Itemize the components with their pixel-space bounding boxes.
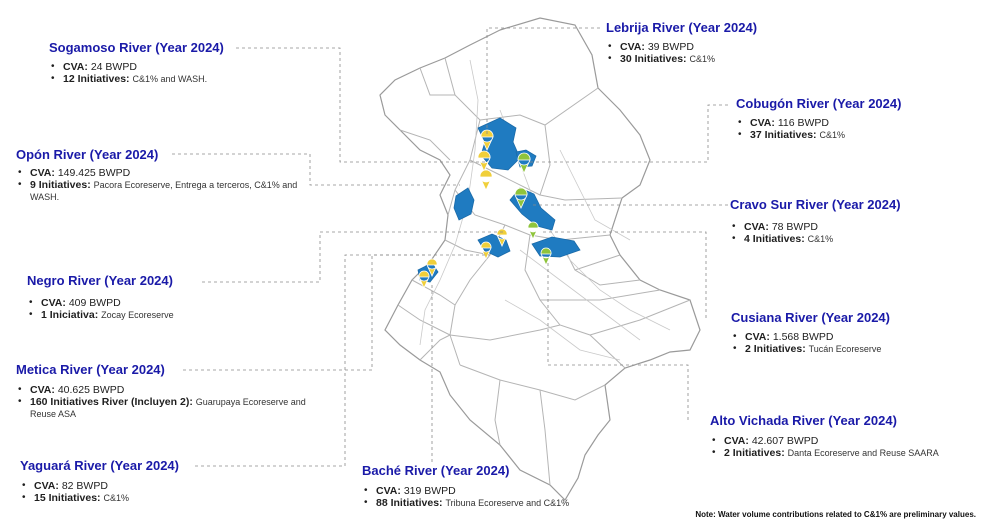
initiatives-item: 4 Initiatives: C&1%	[730, 233, 960, 245]
card-title: Cravo Sur River (Year 2024)	[730, 197, 901, 212]
department-borders	[397, 57, 691, 486]
yellow-pin-icon	[477, 150, 491, 172]
card-cusiana-river: Cusiana River (Year 2024) CVA: 1.568 BWP…	[731, 310, 961, 355]
card-lebrija-river: Lebrija River (Year 2024) CVA: 39 BWPD 3…	[606, 20, 846, 65]
yellow-pin-icon	[480, 241, 492, 260]
card-title: Cobugón River (Year 2024)	[736, 96, 902, 111]
card-title: Baché River (Year 2024)	[362, 463, 510, 478]
initiatives-item: 88 Initiatives: Tribuna Ecoreserve and C…	[362, 497, 662, 509]
leader-sogamoso	[236, 47, 485, 163]
leader-cusiana	[540, 231, 707, 318]
card-title: Lebrija River (Year 2024)	[606, 20, 758, 35]
green-pin-icon	[517, 152, 531, 174]
card-cravo-sur-river: Cravo Sur River (Year 2024) CVA: 78 BWPD…	[730, 197, 960, 245]
yellow-pin-icon	[426, 258, 438, 277]
cva-item: CVA: 40.625 BWPD	[16, 384, 306, 396]
cva-item: CVA: 149.425 BWPD	[16, 167, 316, 179]
leader-lebrija	[486, 27, 600, 135]
cva-item: CVA: 409 BWPD	[27, 297, 277, 309]
location-pins	[418, 129, 552, 289]
card-negro-river: Negro River (Year 2024) CVA: 409 BWPD 1 …	[27, 273, 277, 321]
initiatives-item: 37 Initiatives: C&1%	[736, 129, 956, 141]
leader-alto-vichada	[547, 260, 689, 420]
card-title: Metica River (Year 2024)	[16, 362, 165, 377]
green-pin-icon	[527, 221, 539, 240]
card-title: Cusiana River (Year 2024)	[731, 310, 890, 325]
yellow-pin-icon	[479, 169, 493, 191]
initiatives-item: 12 Initiatives: C&1% and WASH.	[49, 73, 289, 85]
card-title: Negro River (Year 2024)	[27, 273, 173, 288]
initiatives-item: 1 Iniciativa: Zocay Ecoreserve	[27, 309, 277, 321]
card-sogamoso-river: Sogamoso River (Year 2024) CVA: 24 BWPD …	[49, 40, 289, 85]
cva-item: CVA: 78 BWPD	[730, 221, 960, 233]
leader-cobugon	[530, 104, 728, 163]
card-yaguara-river: Yaguará River (Year 2024) CVA: 82 BWPD 1…	[20, 458, 250, 504]
cva-item: CVA: 82 BWPD	[20, 480, 250, 492]
initiatives-item: 2 Initiatives: Tucán Ecoreserve	[731, 343, 961, 355]
cva-item: CVA: 116 BWPD	[736, 117, 956, 129]
initiatives-item: 2 Initiatives: Danta Ecoreserve and Reus…	[710, 447, 980, 459]
yellow-pin-icon	[418, 270, 430, 289]
green-pin-icon	[514, 187, 528, 209]
initiatives-item: 15 Initiatives: C&1%	[20, 492, 250, 504]
card-cobugon-river: Cobugón River (Year 2024) CVA: 116 BWPD …	[736, 96, 956, 141]
leader-lines	[172, 27, 728, 467]
card-alto-vichada-river: Alto Vichada River (Year 2024) CVA: 42.6…	[710, 413, 980, 459]
cva-item: CVA: 42.607 BWPD	[710, 435, 980, 447]
initiatives-item: 160 Initiatives River (Incluyen 2): Guar…	[16, 396, 306, 420]
initiatives-item: 30 Initiatives: C&1%	[606, 53, 846, 65]
footnote: Note: Water volume contributions related…	[695, 510, 976, 519]
leader-metica	[183, 254, 490, 371]
card-opon-river: Opón River (Year 2024) CVA: 149.425 BWPD…	[16, 147, 316, 203]
basin-opon	[453, 187, 475, 221]
card-title: Opón River (Year 2024)	[16, 147, 159, 162]
cva-item: CVA: 319 BWPD	[362, 485, 662, 497]
card-title: Yaguará River (Year 2024)	[20, 458, 179, 473]
leader-opon	[172, 153, 460, 186]
yellow-pin-icon	[496, 228, 508, 247]
card-title: Alto Vichada River (Year 2024)	[710, 413, 897, 428]
cva-item: CVA: 1.568 BWPD	[731, 331, 961, 343]
cva-item: CVA: 24 BWPD	[49, 61, 289, 73]
card-metica-river: Metica River (Year 2024) CVA: 40.625 BWP…	[16, 362, 306, 420]
leader-yaguara	[195, 254, 425, 467]
leader-negro	[202, 231, 505, 283]
green-pin-icon	[540, 247, 552, 266]
card-bache-river: Baché River (Year 2024) CVA: 319 BWPD 88…	[362, 463, 662, 509]
initiatives-item: 9 Initiatives: Pacora Ecoreserve, Entreg…	[16, 179, 316, 203]
cva-item: CVA: 39 BWPD	[606, 41, 846, 53]
yellow-pin-icon	[480, 129, 494, 151]
card-title: Sogamoso River (Year 2024)	[49, 40, 224, 55]
